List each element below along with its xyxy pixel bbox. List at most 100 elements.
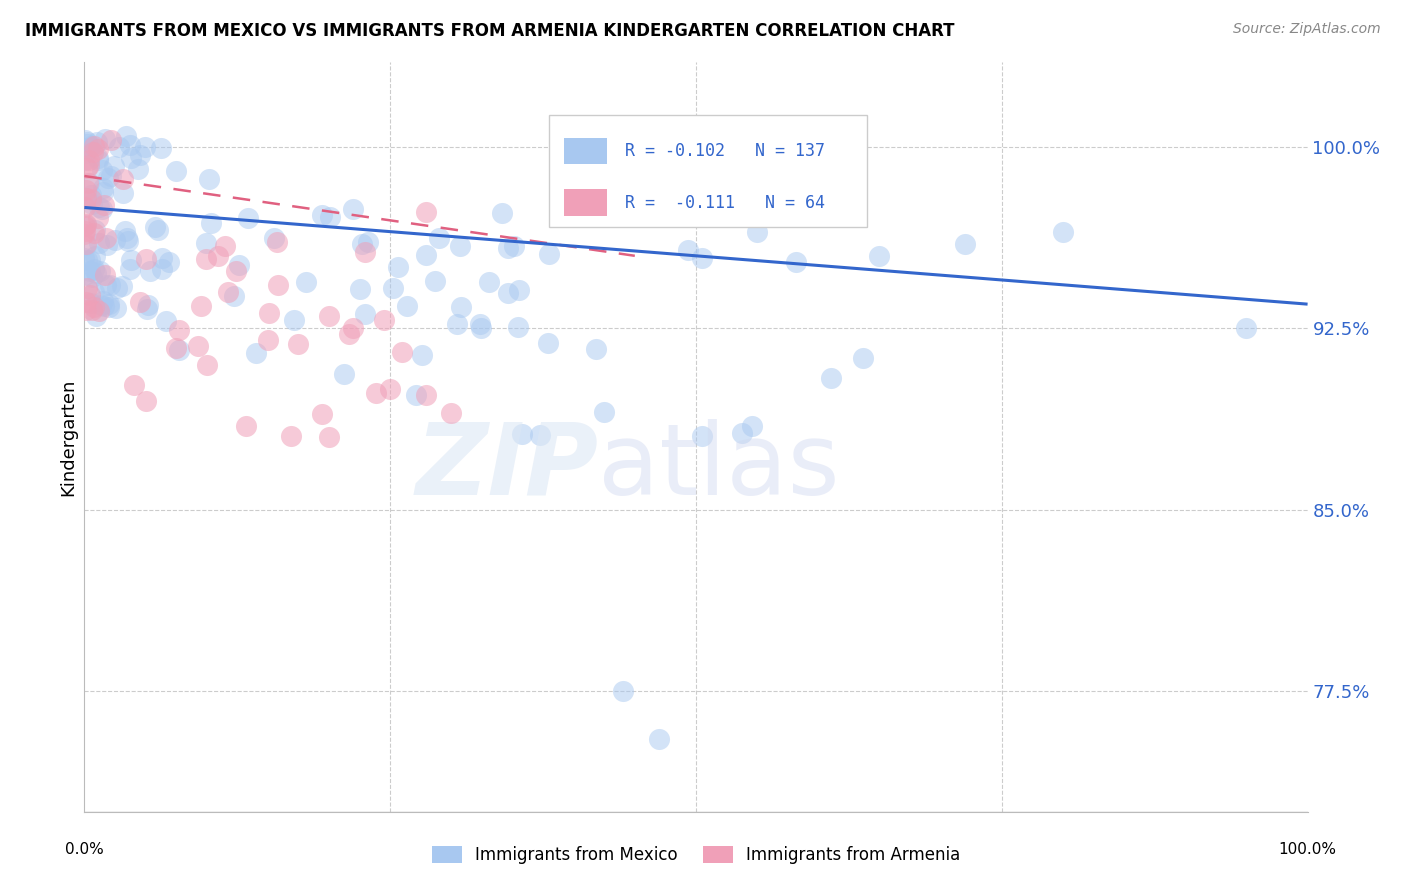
Point: [536, 335, 558, 350]
Text: Source: ZipAtlas.com: Source: ZipAtlas.com: [1233, 22, 1381, 37]
Point: [75, 217, 97, 231]
Point: [96, 238, 118, 252]
Point: [366, 386, 388, 401]
Text: 0.0%: 0.0%: [65, 842, 104, 857]
Point: [87, 142, 110, 156]
Point: [77, 153, 100, 167]
Point: [537, 246, 560, 260]
Point: [77, 176, 100, 190]
Point: [143, 219, 166, 234]
Point: [690, 251, 713, 265]
Point: [318, 430, 340, 444]
Point: [91, 181, 114, 195]
Point: [127, 161, 149, 176]
Point: [87, 200, 110, 214]
Point: [155, 314, 177, 328]
Point: [120, 261, 142, 276]
Point: [105, 281, 128, 295]
Point: [97, 296, 120, 310]
Point: [503, 239, 526, 253]
Point: [76, 141, 98, 155]
Point: [83, 285, 105, 299]
Point: [150, 262, 173, 277]
Point: [77, 158, 100, 172]
Y-axis label: Kindergarten: Kindergarten: [59, 378, 77, 496]
Point: [731, 426, 754, 441]
Point: [87, 153, 110, 168]
Point: [103, 159, 125, 173]
Point: [76, 137, 98, 152]
Point: [337, 327, 360, 342]
Point: [89, 304, 111, 318]
Point: [73, 268, 96, 282]
Point: [91, 202, 114, 216]
Point: [83, 223, 105, 237]
Point: [529, 428, 551, 442]
Point: [510, 426, 533, 441]
Point: [150, 251, 173, 265]
FancyBboxPatch shape: [550, 115, 868, 227]
Point: [257, 306, 280, 320]
Point: [79, 141, 101, 155]
Point: [741, 418, 763, 433]
Point: [263, 230, 285, 244]
Point: [266, 235, 288, 250]
Point: [238, 211, 260, 225]
Point: [820, 370, 842, 384]
Point: [87, 151, 110, 165]
Point: [75, 302, 97, 317]
Point: [167, 343, 190, 357]
Point: [76, 135, 98, 149]
Point: [506, 320, 529, 334]
Point: [491, 206, 513, 220]
Point: [76, 161, 98, 175]
Point: [80, 187, 103, 202]
Point: [90, 163, 112, 178]
Point: [75, 294, 97, 309]
Point: [380, 382, 402, 396]
Point: [105, 301, 128, 316]
Point: [349, 282, 371, 296]
Point: [91, 294, 114, 309]
Point: [470, 320, 492, 334]
Point: [194, 236, 217, 251]
Point: [165, 164, 187, 178]
Point: [585, 342, 607, 356]
Point: [100, 169, 122, 184]
Point: [198, 171, 221, 186]
Point: [869, 249, 891, 263]
Point: [86, 266, 108, 280]
Point: [357, 235, 380, 249]
Point: [73, 224, 96, 238]
Point: [391, 345, 413, 359]
Point: [1052, 225, 1074, 239]
Point: [851, 351, 873, 366]
Point: [79, 176, 101, 190]
Point: [411, 348, 433, 362]
Point: [415, 248, 437, 262]
Point: [496, 285, 519, 300]
Point: [190, 299, 212, 313]
FancyBboxPatch shape: [564, 189, 606, 216]
Point: [342, 202, 364, 216]
Point: [75, 219, 97, 233]
Point: [124, 378, 146, 392]
Text: 100.0%: 100.0%: [1278, 842, 1337, 857]
Point: [94, 231, 117, 245]
Point: [114, 224, 136, 238]
Point: [214, 238, 236, 252]
Point: [117, 231, 139, 245]
Point: [83, 262, 105, 277]
Point: [224, 289, 246, 303]
Point: [690, 429, 713, 443]
Point: [257, 334, 280, 348]
Point: [167, 323, 190, 337]
Point: [75, 238, 97, 252]
Text: IMMIGRANTS FROM MEXICO VS IMMIGRANTS FROM ARMENIA KINDERGARTEN CORRELATION CHART: IMMIGRANTS FROM MEXICO VS IMMIGRANTS FRO…: [25, 22, 955, 40]
Point: [149, 141, 172, 155]
Point: [415, 205, 437, 219]
Point: [283, 313, 305, 327]
Point: [73, 153, 96, 168]
Point: [135, 393, 157, 408]
Point: [138, 264, 160, 278]
